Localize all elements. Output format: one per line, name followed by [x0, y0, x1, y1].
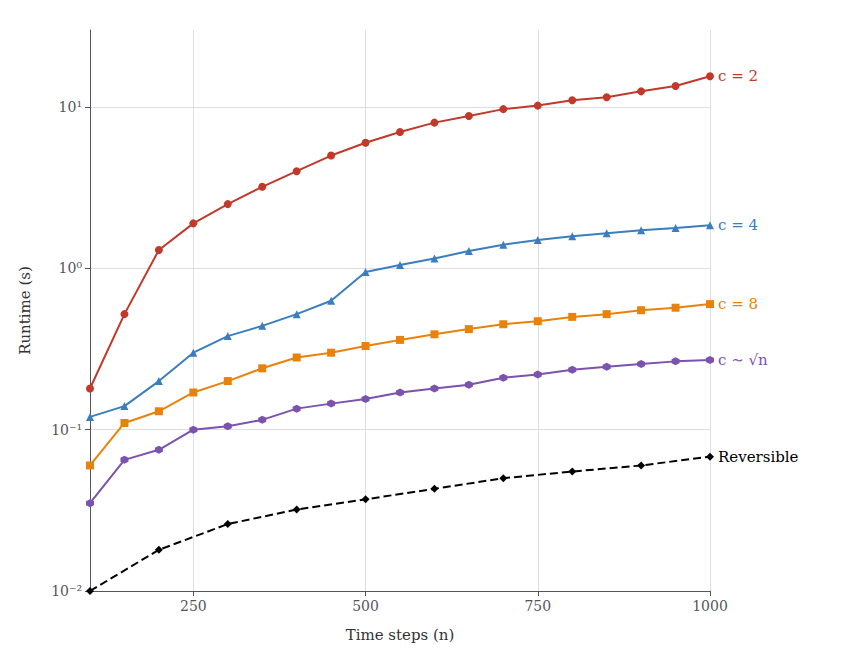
svg-text:Runtime (s): Runtime (s): [16, 266, 34, 355]
svg-text:10¹: 10¹: [59, 99, 82, 115]
svg-text:750: 750: [524, 598, 551, 614]
svg-text:10⁻²: 10⁻²: [51, 583, 82, 599]
svg-text:500: 500: [352, 598, 379, 614]
svg-text:10⁻¹: 10⁻¹: [51, 422, 82, 438]
svg-text:250: 250: [180, 598, 207, 614]
svg-text:c = 4: c = 4: [718, 216, 758, 234]
svg-text:Time steps (n): Time steps (n): [346, 626, 455, 644]
svg-text:1000: 1000: [692, 598, 728, 614]
svg-text:c = 2: c = 2: [718, 67, 758, 85]
svg-text:c = 8: c = 8: [718, 295, 758, 313]
svg-text:c ∼ √n: c ∼ √n: [718, 351, 768, 369]
svg-text:10⁰: 10⁰: [59, 260, 83, 276]
svg-text:Reversible: Reversible: [718, 448, 799, 466]
